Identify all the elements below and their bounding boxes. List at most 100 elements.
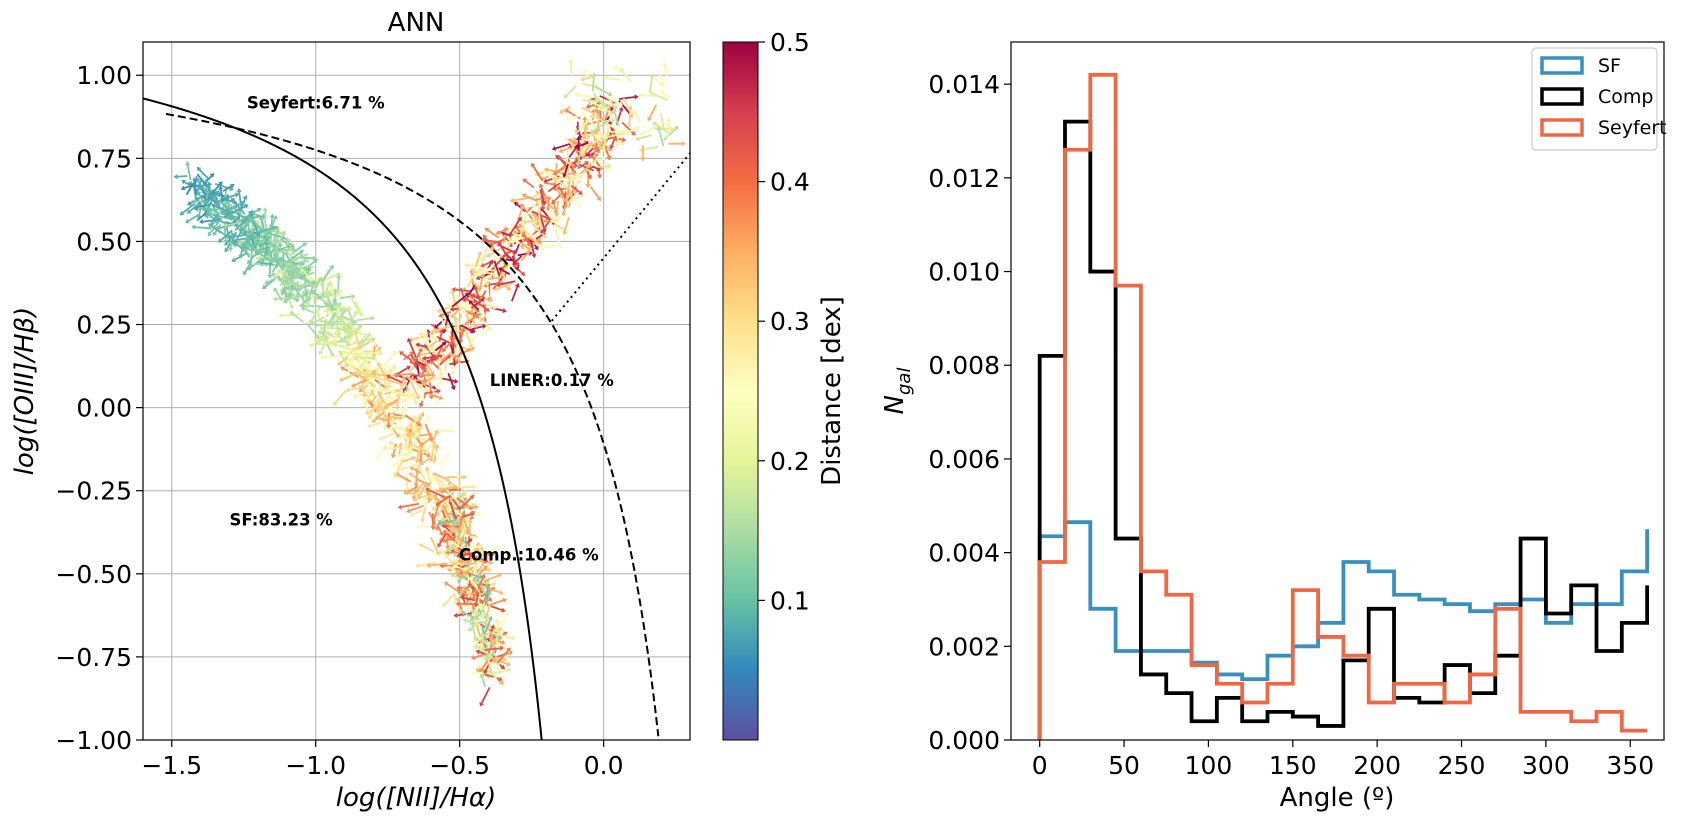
bpt-arrow-shaft <box>544 183 553 184</box>
bpt-arrow-shaft <box>423 458 431 463</box>
bpt-xtick-label: −1.5 <box>141 751 202 780</box>
legend-label-comp: Comp <box>1598 86 1653 108</box>
bpt-arrow-shaft <box>567 149 568 163</box>
bpt-arrow-head <box>191 225 195 230</box>
colorbar-tick-label: 0.2 <box>770 447 810 476</box>
bpt-arrow-head <box>568 59 573 63</box>
bpt-arrow-shaft <box>338 278 339 295</box>
bpt-arrow-head <box>574 92 578 97</box>
bpt-arrow-shaft <box>304 309 314 313</box>
bpt-arrow-head <box>611 118 615 123</box>
bpt-arrow-head <box>416 525 420 530</box>
bpt-ytick-label: −0.25 <box>55 477 132 506</box>
bpt-arrow-head <box>557 245 562 249</box>
histogram-ylabel: Ngal <box>880 368 915 415</box>
histogram-ytick-label: 0.008 <box>928 351 1000 380</box>
bpt-arrow-shaft <box>323 356 340 357</box>
bpt-arrow-shaft <box>578 95 592 98</box>
bpt-arrow-head <box>437 389 441 394</box>
colorbar-tick-label: 0.5 <box>770 28 810 57</box>
legend-label-sf: SF <box>1598 55 1621 77</box>
bpt-arrow-shaft <box>591 187 599 198</box>
bpt-arrow-head <box>472 484 476 489</box>
bpt-arrow-head <box>398 442 403 446</box>
bpt-arrow-shaft <box>333 307 349 308</box>
bpt-arrow-head <box>586 184 591 188</box>
bpt-arrow-head <box>413 401 418 406</box>
bpt-arrow-head <box>462 489 467 493</box>
histogram-xtick-label: 350 <box>1606 751 1654 780</box>
bpt-arrow-head <box>640 157 645 161</box>
bpt-arrow-shaft <box>565 217 569 231</box>
bpt-arrow-shaft <box>336 391 346 403</box>
bpt-arrow-head <box>319 355 323 360</box>
bpt-arrow-head <box>511 636 516 641</box>
bpt-arrow-shaft <box>196 201 207 202</box>
bpt-arrow-shaft <box>188 165 191 180</box>
bpt-arrow-shaft <box>650 77 652 93</box>
bpt-arrow-shaft <box>639 135 652 138</box>
histogram-ytick-label: 0.006 <box>928 445 1000 474</box>
colorbar-label: Distance [dex] <box>817 296 847 486</box>
bpt-arrow-shaft <box>650 105 657 118</box>
bpt-arrow-shaft <box>607 78 620 80</box>
histogram-xtick-label: 200 <box>1353 751 1401 780</box>
bpt-arrow-head <box>273 296 277 301</box>
bpt-ytick-label: −0.50 <box>55 560 132 589</box>
bpt-arrow-head <box>371 316 375 321</box>
bpt-arrow-head <box>635 136 640 141</box>
bpt-arrow-head <box>464 263 468 268</box>
bpt-arrow-shaft <box>483 636 484 652</box>
bpt-arrow-shaft <box>643 147 658 150</box>
bpt-arrow-shaft <box>512 287 517 301</box>
bpt-arrow-shaft <box>441 378 455 381</box>
bpt-arrow-shaft <box>384 419 397 420</box>
bpt-xlabel: log([NII]/Hα) <box>336 783 496 813</box>
bpt-arrow-shaft <box>455 290 472 292</box>
bpt-arrow-shaft <box>526 181 534 187</box>
bpt-arrow-shaft <box>571 63 572 76</box>
bpt-ylabel: log([OIII]/Hβ) <box>10 307 40 476</box>
histogram-ytick-label: 0.010 <box>928 258 1000 287</box>
bpt-arrow-shaft <box>595 87 609 94</box>
bpt-arrow-shaft <box>423 392 424 401</box>
bpt-arrow-shaft <box>291 263 302 264</box>
bpt-panel: ANN Seyfert:6.71 %LINER:0.17 %SF:83.23 %… <box>10 8 696 813</box>
bpt-arrow-shaft <box>557 201 558 213</box>
bpt-arrow-shaft <box>639 128 654 135</box>
colorbar-tick-label: 0.4 <box>770 168 810 197</box>
bpt-region-label: Seyfert:6.71 % <box>247 93 385 112</box>
bpt-region-label: SF:83.23 % <box>230 511 334 530</box>
bpt-arrow-head <box>475 504 479 509</box>
histogram-ytick-label: 0.004 <box>928 539 1000 568</box>
bpt-xtick-label: 0.0 <box>584 751 624 780</box>
colorbar-gradient <box>723 42 758 740</box>
bpt-arrow-shaft <box>457 487 472 488</box>
bpt-arrow-shaft <box>635 113 640 122</box>
bpt-arrow-shaft <box>484 576 498 581</box>
bpt-arrow-shaft <box>419 435 429 436</box>
colorbar-tick-label: 0.3 <box>770 307 810 336</box>
bpt-arrow-head <box>662 62 667 66</box>
bpt-arrow-shaft <box>475 612 476 626</box>
bpt-arrow-shaft <box>195 227 212 228</box>
bpt-arrow-shaft <box>622 71 630 82</box>
bpt-arrow-shaft <box>233 233 234 243</box>
histogram-ytick-label: 0.002 <box>928 632 1000 661</box>
bpt-arrow-shaft <box>247 230 248 240</box>
bpt-arrow-head <box>469 671 473 676</box>
bpt-arrow-head <box>622 137 626 142</box>
bpt-arrow-shaft <box>265 238 266 253</box>
histogram-ytick-label: 0.012 <box>928 164 1000 193</box>
bpt-arrow-shaft <box>435 453 442 466</box>
bpt-arrow-shaft <box>453 324 466 325</box>
bpt-ytick-label: −1.00 <box>55 726 132 755</box>
histogram-xlabel: Angle (º) <box>1280 783 1395 813</box>
bpt-arrow-head <box>237 188 242 192</box>
bpt-arrow-shaft <box>371 423 381 426</box>
colorbar: 0.10.20.30.40.5 Distance [dex] <box>723 28 847 740</box>
bpt-arrow-shaft <box>535 199 548 200</box>
bpt-arrow-head <box>413 414 418 418</box>
